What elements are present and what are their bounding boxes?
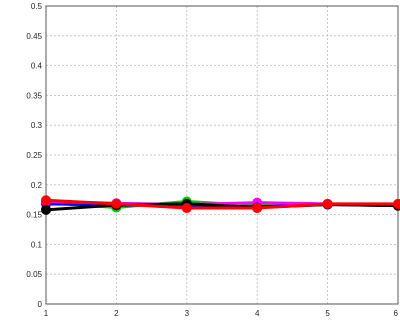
y-tick-label: 0 bbox=[38, 300, 43, 309]
y-tick-label: 0.4 bbox=[31, 62, 43, 71]
data-point bbox=[41, 204, 51, 215]
series-5 bbox=[41, 195, 400, 214]
y-tick-label: 0.3 bbox=[31, 121, 43, 130]
y-tick-label: 0.05 bbox=[26, 270, 42, 279]
x-tick-label: 5 bbox=[325, 309, 330, 318]
series-line bbox=[45, 198, 398, 210]
data-point bbox=[252, 203, 263, 214]
data-point bbox=[181, 203, 192, 214]
data-point bbox=[322, 198, 333, 209]
series-layer bbox=[41, 195, 400, 215]
x-tick-label: 3 bbox=[185, 309, 190, 318]
y-tick-label: 0.15 bbox=[26, 211, 42, 220]
x-tick-label: 6 bbox=[394, 309, 399, 318]
data-point bbox=[111, 198, 122, 209]
plot-frame bbox=[45, 5, 399, 305]
y-tick-label: 0.45 bbox=[26, 32, 42, 41]
grid-layer bbox=[46, 6, 398, 304]
y-tick-label: 0.5 bbox=[31, 2, 43, 11]
y-tick-label: 0.25 bbox=[26, 151, 42, 160]
x-tick-label: 2 bbox=[114, 309, 119, 318]
data-point bbox=[393, 198, 400, 209]
data-point bbox=[41, 195, 51, 206]
y-tick-label: 0.2 bbox=[31, 181, 43, 190]
x-tick-label: 1 bbox=[44, 309, 49, 318]
y-tick-label: 0.35 bbox=[26, 91, 42, 100]
y-axis-tick-labels: 0 0.05 0.1 0.15 0.2 0.25 0.3 0.35 0.4 0.45 0.5 bbox=[26, 2, 42, 309]
x-tick-label: 4 bbox=[255, 309, 260, 318]
y-tick-label: 0.1 bbox=[31, 240, 43, 249]
x-axis-tick-labels: 1 2 3 4 5 6 bbox=[44, 309, 399, 318]
